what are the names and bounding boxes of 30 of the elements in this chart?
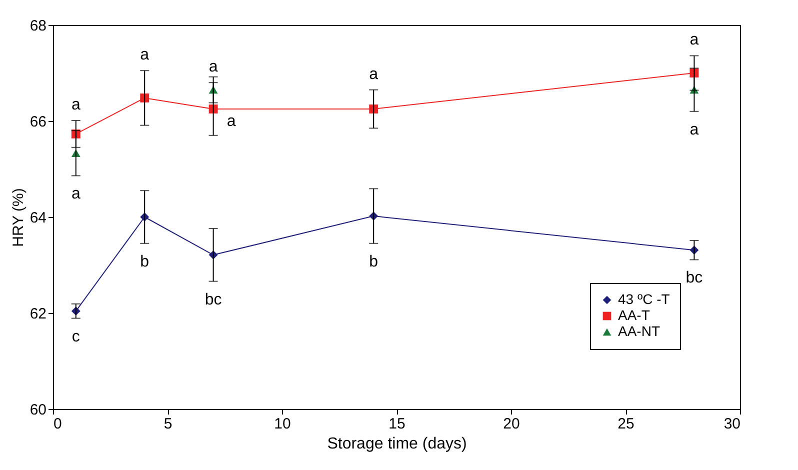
x-tick-label: 10 bbox=[274, 416, 291, 432]
y-axis-title: HRY (%) bbox=[10, 188, 27, 247]
x-tick-label: 30 bbox=[724, 416, 740, 432]
data-label: bc bbox=[686, 270, 703, 287]
data-label: a bbox=[690, 32, 699, 49]
y-tick-label: 68 bbox=[30, 18, 46, 34]
data-label: a bbox=[369, 66, 378, 83]
data-label: a bbox=[71, 186, 80, 203]
data-label: a bbox=[71, 96, 80, 114]
x-tick-label: 15 bbox=[388, 416, 406, 432]
data-label: a bbox=[226, 112, 236, 130]
x-axis-title: Storage time (days) bbox=[327, 436, 467, 452]
x-tick-label: 0 bbox=[54, 416, 62, 432]
data-label: c bbox=[72, 328, 80, 346]
y-tick-label: 64 bbox=[30, 210, 46, 226]
data-label: b bbox=[369, 253, 378, 270]
data-label: bc bbox=[204, 291, 222, 308]
x-tick-label: 25 bbox=[618, 416, 634, 432]
legend-label: AA-NT bbox=[618, 323, 660, 339]
data-label: a bbox=[208, 58, 218, 76]
y-tick-label: 62 bbox=[30, 306, 46, 322]
data-label: b bbox=[140, 253, 150, 270]
data-label: a bbox=[690, 121, 699, 138]
x-tick-label: 5 bbox=[164, 416, 172, 432]
y-tick-label: 60 bbox=[30, 402, 46, 418]
y-tick-label: 66 bbox=[30, 114, 46, 130]
legend-label: AA-T bbox=[618, 307, 650, 323]
data-label: a bbox=[140, 46, 150, 64]
legend-label: 43 ºC -T bbox=[618, 291, 670, 307]
x-tick-label: 20 bbox=[503, 416, 520, 432]
